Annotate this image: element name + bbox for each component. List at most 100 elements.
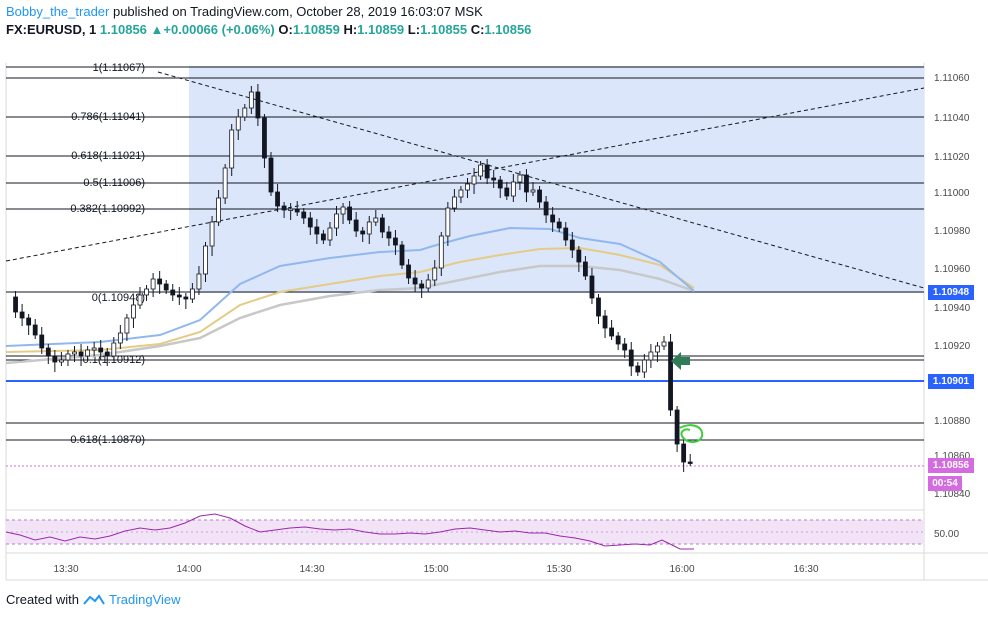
high-label: H: — [343, 22, 358, 37]
candle-body — [235, 116, 241, 131]
candle-body — [438, 235, 444, 269]
price-axis-tick: 1.10860 — [934, 451, 971, 462]
candle-body — [471, 175, 477, 185]
candle-body — [78, 351, 84, 357]
candle-body — [32, 324, 38, 336]
candle-body — [576, 249, 582, 263]
candle-body — [288, 208, 294, 211]
candle-body — [294, 208, 300, 213]
price-axis-tick: 1.10960 — [934, 264, 971, 275]
candle-body — [583, 261, 588, 277]
candle-body — [504, 187, 510, 197]
trend-line-rising[interactable] — [5, 87, 925, 262]
highlight-scribble[interactable] — [679, 424, 704, 443]
candle-body — [510, 181, 516, 197]
candle-body — [301, 211, 307, 219]
candle-body — [537, 189, 542, 203]
fib-level-label: -0.618(1.10870) — [67, 434, 145, 446]
candle-body — [85, 349, 90, 357]
candle-body — [543, 201, 549, 216]
time-axis-tick: 14:00 — [176, 564, 201, 575]
candle-body — [98, 347, 104, 353]
candle-body — [661, 341, 667, 347]
candle-body — [111, 342, 117, 357]
candle-body — [170, 289, 176, 296]
candle-body — [91, 347, 97, 351]
ohlc-legend: FX:EURUSD, 1 1.10856 ▲+0.00066 (+0.06%) … — [6, 22, 531, 37]
fib-level-label: 0.618(1.11021) — [71, 150, 145, 162]
fib-retracement-area[interactable] — [189, 66, 924, 293]
author-link[interactable]: Bobby_the_trader — [6, 4, 110, 19]
candle-body — [491, 177, 497, 181]
candle-body — [59, 359, 64, 363]
candle-body — [609, 327, 614, 337]
low-value: 1.10855 — [420, 22, 468, 37]
candle-body — [602, 315, 608, 329]
tradingview-logo-icon — [83, 593, 105, 605]
price-axis-tick: 1.11040 — [934, 113, 970, 124]
candle-body — [556, 221, 562, 229]
candle-body — [484, 164, 490, 179]
moving-average-gold — [5, 246, 695, 353]
candle-body — [163, 283, 169, 291]
price-axis-tick: 1.11000 — [934, 188, 970, 199]
rsi-axis-tick: 50.00 — [934, 529, 959, 540]
tradingview-link[interactable]: TradingView — [108, 592, 181, 607]
candle-body — [72, 351, 77, 355]
candlestick-series — [13, 84, 693, 472]
candle-body — [655, 345, 660, 353]
footer: Created with TradingView — [6, 592, 181, 607]
candle-body — [176, 294, 182, 298]
candle-body — [334, 213, 339, 229]
candle-body — [386, 231, 392, 239]
candle-body — [458, 189, 464, 198]
candle-body — [268, 157, 274, 193]
candle-body — [307, 217, 313, 228]
candle-body — [687, 461, 693, 464]
candle-body — [674, 409, 680, 445]
price-tag-1-10948: 1.10948 — [928, 285, 974, 300]
candle-body — [45, 347, 51, 357]
time-axis-tick: 15:30 — [546, 564, 571, 575]
candle-body — [222, 167, 228, 199]
fib-level-label: 0.786(1.11041) — [71, 111, 145, 123]
candle-body — [406, 264, 411, 279]
price-axis-tick: 1.10980 — [934, 226, 971, 237]
bar-countdown-tag: 00:54 — [928, 476, 962, 491]
candle-body — [150, 278, 156, 290]
candle-body — [681, 443, 687, 463]
candle-body — [366, 221, 372, 235]
symbol-label[interactable]: FX:EURUSD, 1 — [6, 22, 97, 37]
candle-body — [432, 267, 438, 281]
current-price-tag: 1.10856 — [928, 458, 974, 473]
candle-body — [340, 206, 346, 215]
candle-body — [347, 206, 353, 221]
candle-body — [314, 226, 320, 235]
high-value: 1.10859 — [357, 22, 405, 37]
candle-body — [596, 297, 601, 317]
candle-body — [13, 296, 18, 313]
candle-body — [641, 359, 647, 373]
candle-body — [497, 179, 503, 189]
candle-body — [255, 91, 261, 119]
open-value: 1.10859 — [292, 22, 340, 37]
candle-body — [216, 197, 222, 223]
candle-body — [445, 207, 451, 237]
arrow-marker-icon[interactable] — [671, 352, 690, 370]
candle-body — [379, 217, 385, 233]
candle-body — [137, 294, 143, 306]
candle-body — [248, 91, 254, 109]
candle-body — [157, 278, 163, 285]
fib-level-label: 1(1.11067) — [93, 62, 145, 74]
last-price: 1.10856 — [99, 22, 147, 37]
candle-body — [360, 230, 366, 235]
fib-level-label: 0.5(1.11006) — [83, 177, 145, 189]
price-axis-tick: 1.11060 — [934, 73, 970, 84]
candle-body — [635, 365, 641, 373]
candle-body — [648, 351, 654, 361]
time-axis-tick: 16:30 — [793, 564, 818, 575]
candle-body — [419, 283, 425, 289]
candle-body — [124, 317, 130, 334]
fib-level-label: 0(1.10948) — [92, 292, 145, 304]
